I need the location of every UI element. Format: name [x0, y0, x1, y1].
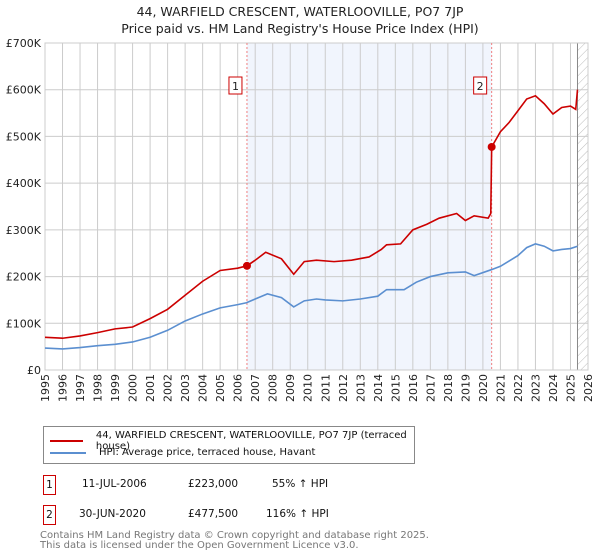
sale-row-2: 2 30-JUN-2020 £477,500 116% ↑ HPI: [43, 505, 443, 525]
legend-swatch-property: [50, 440, 83, 442]
sale-period-shading: [246, 43, 492, 370]
x-tick-label: 2000: [127, 374, 140, 402]
sale-hpi-change: 55% ↑ HPI: [272, 478, 329, 490]
plot-border: [44, 42, 589, 371]
y-tick-label: £700K: [6, 37, 42, 50]
x-tick-label: 2025: [564, 374, 577, 402]
sale-marker-box: [473, 76, 488, 95]
x-tick-label: 2021: [494, 374, 507, 402]
x-tick-label: 1998: [92, 374, 105, 402]
x-tick-label: 2001: [144, 374, 157, 402]
x-tick-label: 2014: [372, 374, 385, 402]
legend: 44, WARFIELD CRESCENT, WATERLOOVILLE, PO…: [43, 426, 415, 464]
x-tick-label: 2010: [302, 374, 315, 402]
x-tick-label: 2023: [529, 374, 542, 402]
x-tick-label: 2002: [162, 374, 175, 402]
x-tick-label: 2004: [197, 374, 210, 402]
x-tick-label: 2007: [249, 374, 262, 402]
y-tick-label: £600K: [6, 84, 42, 97]
footer-line: Contains HM Land Registry data © Crown c…: [40, 530, 429, 541]
sale-price: £477,500: [188, 508, 239, 520]
x-tick-label: 2012: [337, 374, 350, 402]
sale-price: £223,000: [188, 478, 239, 490]
legend-swatch-hpi: [50, 451, 86, 454]
x-tick-label: 2018: [442, 374, 455, 402]
x-tick-label: 2015: [389, 374, 402, 402]
x-tick-label: 2009: [284, 374, 297, 402]
x-tick-label: 2026: [582, 374, 595, 402]
footer-line: This data is licensed under the Open Gov…: [40, 540, 359, 551]
y-tick-label: £500K: [6, 130, 42, 143]
hpi-line: [44, 243, 578, 350]
chart-title: 44, WARFIELD CRESCENT, WATERLOOVILLE, PO…: [136, 4, 464, 19]
sale-row-1: 1 11-JUL-2006 £223,000 55% ↑ HPI: [43, 475, 443, 495]
sale-date: 30-JUN-2020: [79, 508, 146, 520]
future-hatch: [577, 43, 588, 370]
sale-badge: 2: [43, 505, 56, 525]
x-tick-label: 2024: [547, 374, 560, 402]
x-tick-label: 2022: [512, 374, 525, 402]
sale-point: [242, 261, 251, 270]
footer: Contains HM Land Registry data © Crown c…: [40, 531, 429, 551]
x-tick-label: 1999: [109, 374, 122, 402]
x-tick-label: 2020: [477, 374, 490, 402]
x-tick-label: 2005: [214, 374, 227, 402]
x-tick-label: 2011: [319, 374, 332, 402]
y-tick-label: £0: [27, 364, 41, 377]
x-tick-label: 2008: [267, 374, 280, 402]
sale-hpi-change: 116% ↑ HPI: [266, 508, 329, 520]
sale-marker-box: [228, 76, 243, 95]
chart-subtitle: Price paid vs. HM Land Registry's House …: [121, 21, 479, 36]
x-tick-label: 1997: [74, 374, 87, 402]
sale-marker-label: 1: [232, 80, 239, 93]
x-tick-label: 2016: [407, 374, 420, 402]
property-price-line: [44, 89, 579, 340]
sale-point: [487, 142, 496, 151]
x-tick-label: 1995: [39, 374, 52, 402]
sale-date: 11-JUL-2006: [82, 478, 147, 490]
legend-label-property: 44, WARFIELD CRESCENT, WATERLOOVILLE, PO…: [95, 430, 407, 452]
x-tick-label: 2013: [354, 374, 367, 402]
x-tick-label: 2017: [424, 374, 437, 402]
plot-area: 1995 1996 1997 1998 1999 2000 2001 2002 2003 2004…: [6, 37, 595, 402]
y-tick-label: £300K: [6, 224, 42, 237]
x-tick-label: 2006: [232, 374, 245, 402]
sale-badge: 1: [43, 475, 56, 495]
legend-label-hpi: HPI: Average price, terraced house, Hava…: [99, 447, 316, 458]
sale-marker-label: 2: [477, 80, 484, 93]
y-tick-label: £200K: [6, 271, 42, 284]
x-tick-label: 1996: [57, 374, 70, 402]
y-tick-label: £100K: [6, 317, 42, 330]
x-tick-label: 2019: [459, 374, 472, 402]
y-tick-label: £400K: [6, 177, 42, 190]
x-tick-label: 2003: [179, 374, 192, 402]
